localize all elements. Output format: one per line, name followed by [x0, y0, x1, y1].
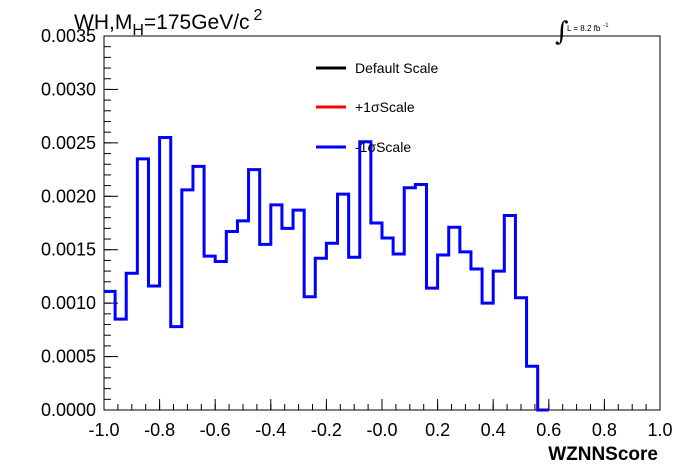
- y-tick-label: 0.0000: [41, 400, 96, 420]
- x-tick-label: -0.0: [366, 420, 397, 440]
- series-layer: [104, 136, 549, 412]
- y-tick-label: 0.0020: [41, 186, 96, 206]
- lumi-label: L = 8.2 fb -1: [567, 23, 609, 33]
- y-tick-label: 0.0005: [41, 347, 96, 367]
- x-tick-label: -1.0: [88, 420, 119, 440]
- series-line: [104, 136, 549, 412]
- title-subscript: H: [132, 22, 144, 39]
- chart-title: WH,MH=175GeV/c 2: [74, 7, 263, 39]
- x-tick-label: -0.2: [311, 420, 342, 440]
- y-tick-label: 0.0010: [41, 293, 96, 313]
- legend-label-default: Default Scale: [355, 60, 438, 76]
- y-tick-label: 0.0030: [41, 79, 96, 99]
- legend-label-minus: -1σScale: [355, 139, 411, 155]
- legend: Default Scale +1σScale -1σScale: [316, 60, 438, 155]
- y-tick-label: 0.0015: [41, 240, 96, 260]
- x-tick-label: -0.8: [144, 420, 175, 440]
- x-tick-label: 0.8: [592, 420, 617, 440]
- x-tick-label: 0.4: [481, 420, 506, 440]
- x-axis-title: WZNNScore: [548, 444, 658, 465]
- x-tick-label: -0.6: [200, 420, 231, 440]
- y-tick-label: 0.0035: [41, 26, 96, 46]
- x-tick-label: 0.6: [536, 420, 561, 440]
- tick-labels: 0.0000 0.0005 0.0010 0.0015 0.0020 0.0025 0.00…: [41, 26, 673, 440]
- legend-label-plus: +1σScale: [355, 99, 415, 115]
- x-tick-label: -0.4: [255, 420, 286, 440]
- x-tick-label: 1.0: [647, 420, 672, 440]
- y-tick-label: 0.0025: [41, 133, 96, 153]
- axis-ticks: [103, 35, 661, 411]
- title-rest: =175GeV/c: [144, 11, 250, 34]
- title-superscript: 2: [254, 7, 263, 24]
- title-main: WH,M: [74, 11, 132, 34]
- lumi-text: L = 8.2 fb: [567, 24, 601, 33]
- lumi-integral: ∫: [555, 17, 569, 47]
- lumi-superscript: -1: [603, 23, 609, 29]
- x-tick-label: 0.2: [425, 420, 450, 440]
